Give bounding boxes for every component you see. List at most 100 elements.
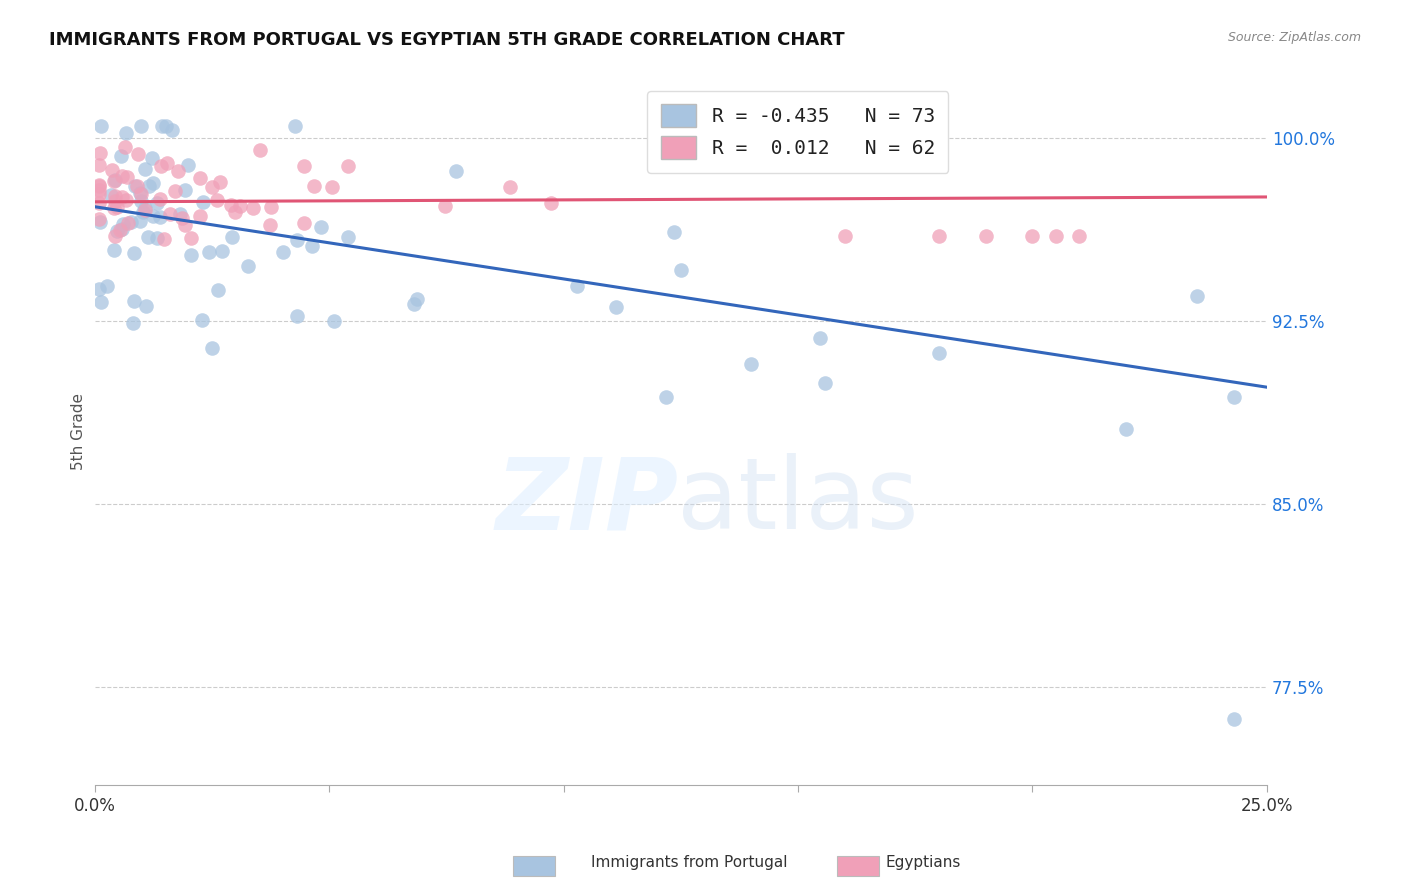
Point bbox=[180, 231, 202, 245]
Legend: R = -0.435   N = 73, R =  0.012   N = 62: R = -0.435 N = 73, R = 0.012 N = 62 bbox=[647, 91, 949, 172]
Point bbox=[167, 164, 190, 178]
Point bbox=[249, 143, 271, 157]
Point bbox=[259, 218, 281, 232]
Point bbox=[301, 238, 323, 252]
Point bbox=[103, 243, 125, 257]
Point bbox=[209, 175, 232, 189]
Point bbox=[104, 194, 127, 209]
Point bbox=[444, 164, 467, 178]
Point bbox=[115, 126, 138, 140]
Point bbox=[260, 200, 283, 214]
Point bbox=[197, 245, 219, 260]
Point bbox=[221, 198, 243, 212]
Point bbox=[605, 301, 627, 315]
Point bbox=[671, 263, 693, 277]
Point bbox=[104, 173, 127, 187]
Text: ZIP: ZIP bbox=[495, 453, 679, 550]
Point bbox=[134, 162, 156, 177]
Point bbox=[740, 357, 762, 371]
Point bbox=[128, 214, 150, 228]
Y-axis label: 5th Grade: 5th Grade bbox=[72, 392, 86, 469]
Point bbox=[103, 202, 125, 216]
Point bbox=[108, 223, 131, 237]
Point bbox=[112, 217, 135, 231]
Point bbox=[1185, 289, 1208, 303]
Point bbox=[1069, 229, 1091, 244]
Point bbox=[111, 221, 134, 235]
Point bbox=[89, 282, 111, 296]
Point bbox=[142, 209, 165, 223]
Point bbox=[117, 169, 139, 184]
Point bbox=[1223, 390, 1246, 404]
Text: Egyptians: Egyptians bbox=[886, 855, 962, 870]
Point bbox=[89, 178, 111, 192]
Point bbox=[292, 215, 315, 229]
Point bbox=[129, 186, 152, 201]
Point bbox=[434, 199, 457, 213]
Point bbox=[155, 120, 177, 134]
Point bbox=[211, 244, 233, 259]
Text: Immigrants from Portugal: Immigrants from Portugal bbox=[591, 855, 787, 870]
Point bbox=[499, 179, 522, 194]
Point bbox=[928, 229, 950, 244]
Point bbox=[188, 170, 211, 185]
Point bbox=[141, 151, 163, 165]
Point bbox=[974, 229, 997, 244]
Point bbox=[229, 198, 252, 212]
Point bbox=[111, 169, 134, 183]
Point bbox=[114, 140, 136, 154]
Point bbox=[96, 279, 118, 293]
Point bbox=[105, 224, 128, 238]
Point bbox=[188, 210, 211, 224]
Point bbox=[149, 210, 172, 224]
Point bbox=[103, 229, 125, 244]
Point bbox=[191, 313, 214, 327]
Point bbox=[122, 294, 145, 309]
Point bbox=[1045, 229, 1067, 244]
Point bbox=[146, 231, 169, 245]
Text: IMMIGRANTS FROM PORTUGAL VS EGYPTIAN 5TH GRADE CORRELATION CHART: IMMIGRANTS FROM PORTUGAL VS EGYPTIAN 5TH… bbox=[49, 31, 845, 49]
Point bbox=[201, 341, 224, 355]
Point bbox=[205, 193, 228, 207]
Point bbox=[207, 284, 229, 298]
Point bbox=[89, 214, 111, 228]
Point bbox=[131, 194, 153, 209]
Point bbox=[89, 183, 111, 197]
Point bbox=[128, 186, 150, 200]
Point bbox=[287, 309, 309, 323]
Point bbox=[146, 195, 169, 210]
Point bbox=[336, 159, 359, 173]
Text: Source: ZipAtlas.com: Source: ZipAtlas.com bbox=[1227, 31, 1361, 45]
Point bbox=[160, 123, 183, 137]
Point bbox=[89, 146, 111, 161]
Point bbox=[89, 178, 111, 193]
Point bbox=[323, 313, 346, 327]
Point bbox=[309, 219, 332, 234]
Point bbox=[149, 159, 172, 173]
Point bbox=[117, 216, 139, 230]
Point bbox=[163, 184, 186, 198]
Point bbox=[292, 159, 315, 173]
Point bbox=[153, 232, 176, 246]
Point bbox=[321, 180, 343, 194]
Point bbox=[224, 204, 246, 219]
Point bbox=[150, 120, 173, 134]
Point bbox=[174, 183, 197, 197]
Point bbox=[136, 230, 159, 244]
Point bbox=[104, 189, 127, 203]
Point bbox=[100, 187, 122, 202]
Point bbox=[132, 205, 155, 219]
Point bbox=[103, 174, 125, 188]
Point bbox=[302, 178, 325, 193]
Point bbox=[655, 390, 678, 404]
Point bbox=[129, 120, 152, 134]
Point bbox=[111, 190, 134, 204]
Point bbox=[122, 246, 145, 260]
Point bbox=[101, 163, 124, 178]
Point bbox=[90, 120, 112, 134]
Point bbox=[177, 158, 200, 172]
Point bbox=[271, 245, 294, 260]
Point bbox=[808, 331, 831, 345]
Point bbox=[221, 230, 243, 244]
Point bbox=[201, 180, 224, 194]
